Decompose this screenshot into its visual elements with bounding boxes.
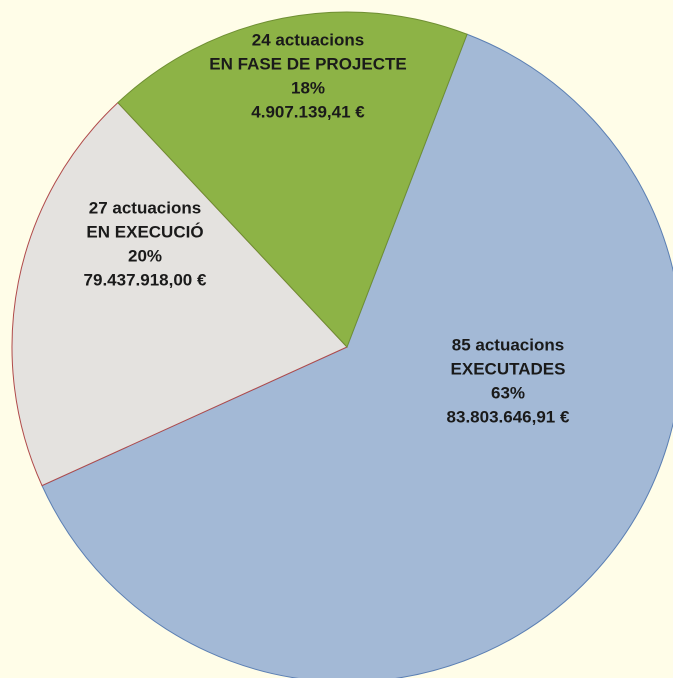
slice-3-status-label: EN FASE DE PROJECTE bbox=[209, 54, 406, 73]
slice-1-amount-label: 83.803.646,91 € bbox=[447, 407, 570, 426]
pie-slice-3 bbox=[117, 11, 468, 348]
slice-2-percent-label: 20% bbox=[128, 246, 162, 265]
slice-2-status-label: EN EXECUCIÓ bbox=[86, 222, 203, 241]
slice-1-percent-label: 63% bbox=[491, 383, 525, 402]
slice-1-count-label: 85 actuacions bbox=[452, 335, 564, 354]
slice-2-count-label: 27 actuacions bbox=[89, 198, 201, 217]
slice-3-amount-label: 4.907.139,41 € bbox=[251, 102, 365, 121]
pie-slices bbox=[11, 11, 673, 678]
slice-2-amount-label: 79.437.918,00 € bbox=[84, 270, 207, 289]
pie-labels: 85 actuacions EXECUTADES 63% 83.803.646,91 … bbox=[84, 30, 570, 426]
slice-3-percent-label: 18% bbox=[291, 78, 325, 97]
pie-slice-1 bbox=[41, 33, 673, 678]
pie-slice-2 bbox=[11, 101, 348, 487]
slice-1-status-label: EXECUTADES bbox=[451, 359, 566, 378]
slice-3-count-label: 24 actuacions bbox=[252, 30, 364, 49]
